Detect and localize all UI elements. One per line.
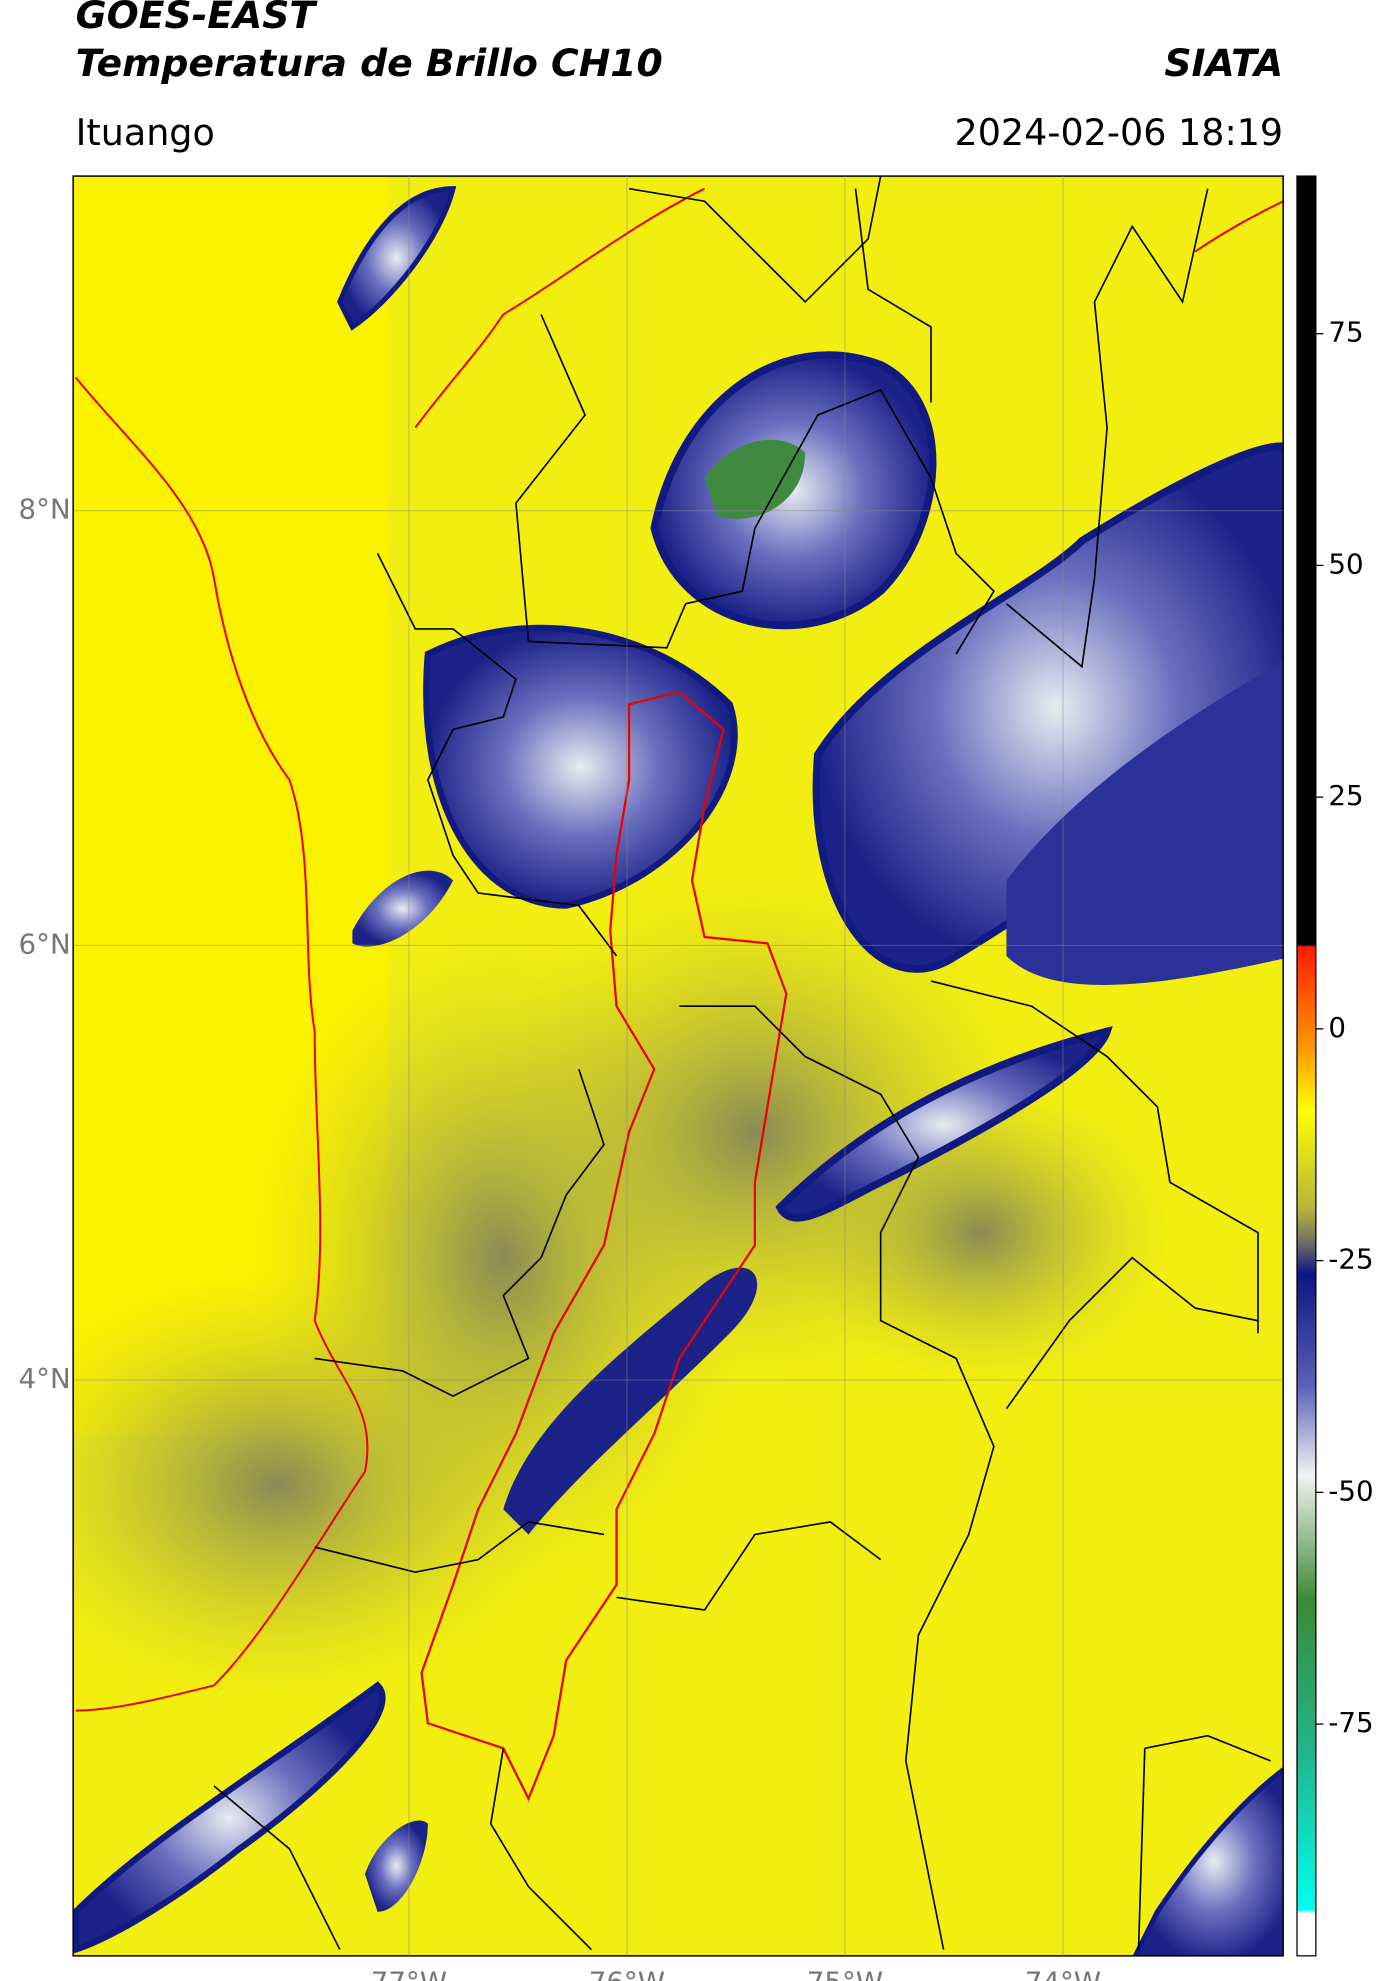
colorbar-tick-label: 0 — [1328, 1011, 1346, 1044]
colorbar-tick-label: 75 — [1328, 316, 1363, 349]
lat-tick-label: 6°N — [19, 927, 71, 960]
lon-tick-label: 77°W — [371, 1966, 447, 1981]
source: SIATA — [1164, 41, 1283, 85]
lon-tick-label: 76°W — [589, 1966, 665, 1981]
location: Ituango — [76, 111, 215, 154]
lat-tick-label: 8°N — [19, 493, 71, 526]
lon-tick-label: 75°W — [807, 1966, 883, 1981]
satellite-image — [73, 176, 1284, 1956]
lat-tick-label: 4°N — [19, 1362, 71, 1395]
lon-tick-label: 74°W — [1025, 1966, 1101, 1981]
colorbar-tick-label: -50 — [1328, 1474, 1373, 1507]
colorbar — [1296, 175, 1317, 1957]
colorbar-tick-label: -75 — [1328, 1706, 1373, 1739]
colorbar-tick-label: 25 — [1328, 779, 1363, 812]
subtitle: Temperatura de Brillo CH10 — [76, 41, 663, 85]
datetime: 2024-02-06 18:19 — [955, 111, 1284, 154]
title: GOES-EAST — [76, 0, 319, 37]
colorbar-tick-label: -25 — [1328, 1243, 1373, 1276]
colorbar-tick-label: 50 — [1328, 547, 1363, 580]
map-frame — [72, 175, 1284, 1957]
